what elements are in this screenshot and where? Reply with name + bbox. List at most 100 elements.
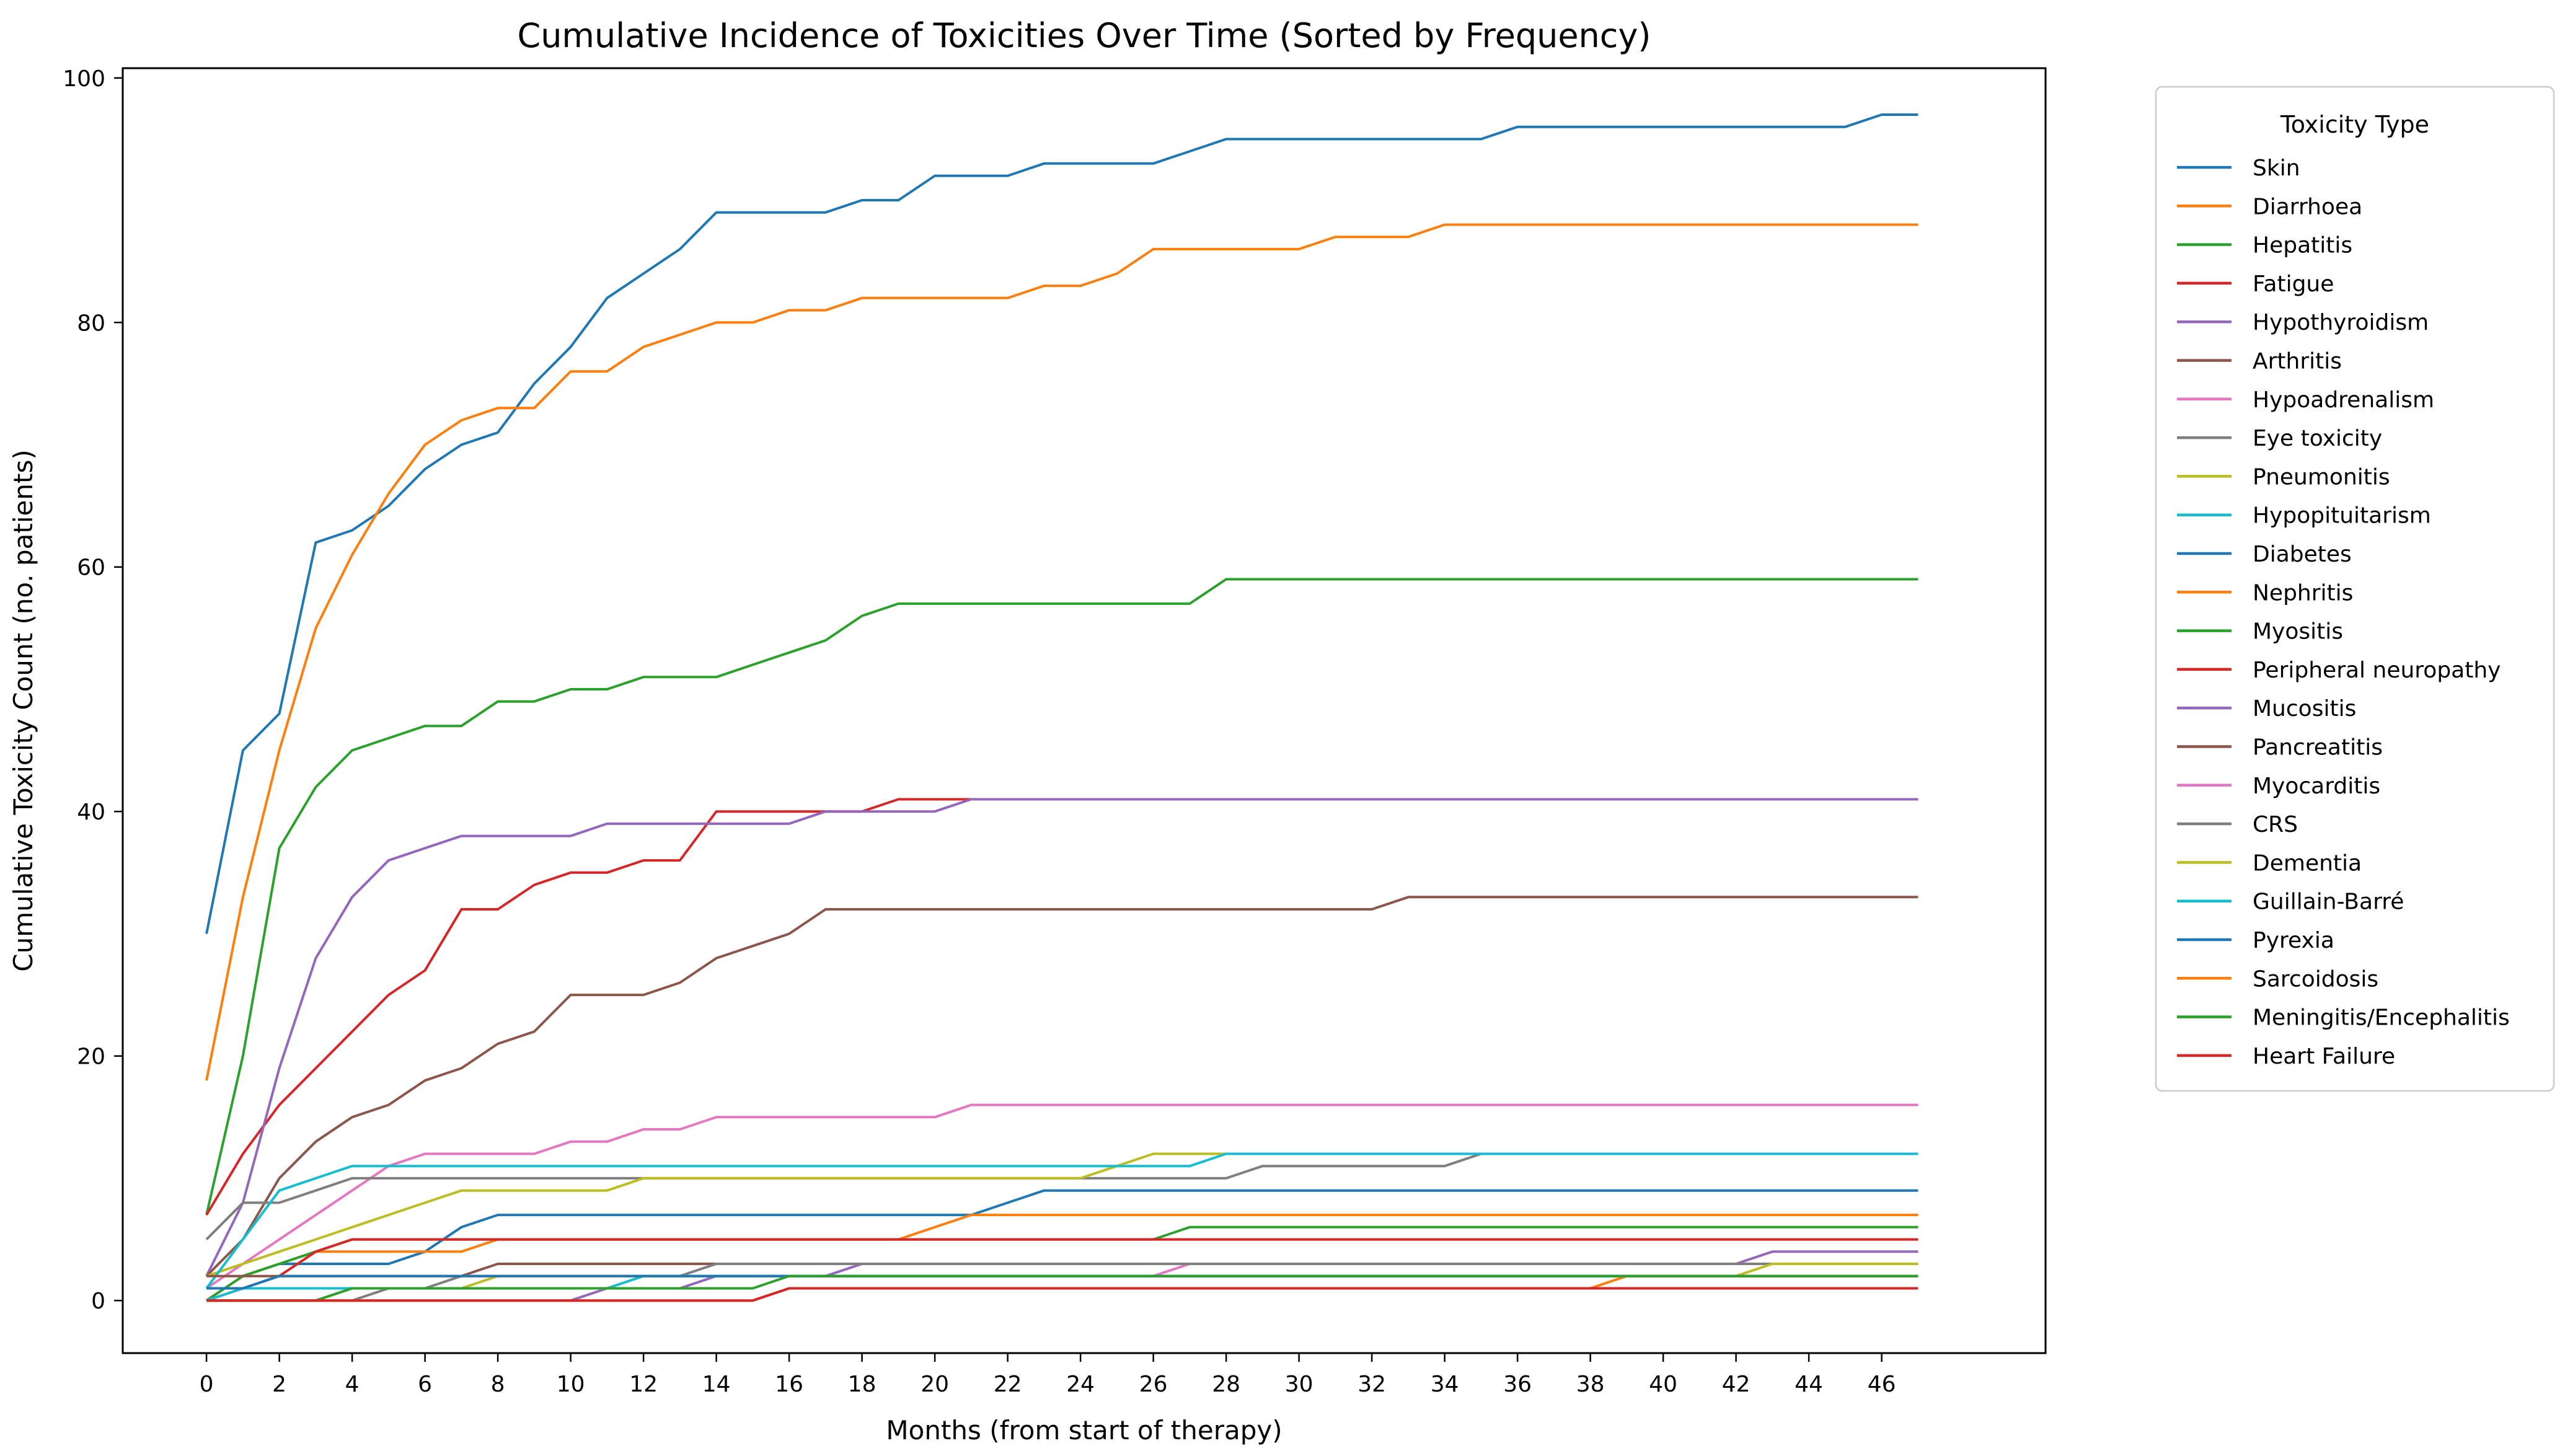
chart-title: Cumulative Incidence of Toxicities Over …	[518, 16, 1651, 55]
x-tick-label: 36	[1503, 1372, 1532, 1397]
legend-title: Toxicity Type	[2280, 111, 2429, 138]
x-tick-label: 10	[557, 1372, 585, 1397]
y-tick-label: 60	[77, 555, 105, 581]
legend-item: Hypoadrenalism	[2177, 387, 2434, 413]
y-tick-label: 40	[77, 800, 105, 825]
x-tick-label: 0	[200, 1372, 214, 1397]
x-tick-label: 14	[702, 1372, 731, 1397]
x-tick-label: 38	[1576, 1372, 1605, 1397]
legend-item: Pancreatitis	[2177, 735, 2383, 761]
legend-item: Hypothyroidism	[2177, 310, 2429, 335]
legend-item: Fatigue	[2177, 271, 2334, 297]
legend-item: Arthritis	[2177, 349, 2342, 374]
legend-label: Diabetes	[2253, 542, 2352, 567]
legend-item: Dementia	[2177, 850, 2362, 876]
legend-label: Peripheral neuropathy	[2253, 658, 2501, 683]
legend-label: Hypothyroidism	[2253, 310, 2429, 335]
legend-label: Fatigue	[2253, 271, 2334, 297]
x-tick-label: 16	[775, 1372, 803, 1397]
legend-label: Nephritis	[2253, 580, 2353, 606]
x-tick-label: 44	[1795, 1372, 1823, 1397]
x-tick-label: 18	[848, 1372, 876, 1397]
series-line-Skin	[205, 113, 1918, 934]
y-tick-label: 20	[77, 1044, 105, 1070]
series-line-Hepatitis	[205, 578, 1918, 1216]
y-axis: 0 20 40 60 80 100	[63, 66, 123, 1314]
legend-item: CRS	[2177, 812, 2298, 837]
x-axis: 0 2 4 6 8 10 12 14 16 18 20 22 24 26 28 30 32 34 36 38 40 42 4…	[200, 1353, 1896, 1397]
legend-item: Nephritis	[2177, 580, 2353, 606]
x-tick-label: 2	[272, 1372, 286, 1397]
legend-label: Pancreatitis	[2253, 735, 2383, 761]
legend-item: Pneumonitis	[2177, 464, 2390, 490]
legend-label: Hepatitis	[2253, 233, 2352, 258]
legend-label: CRS	[2253, 812, 2298, 837]
legend-item: Meningitis/Encephalitis	[2177, 1005, 2510, 1031]
legend-label: Hypoadrenalism	[2253, 387, 2434, 413]
x-tick-label: 22	[994, 1372, 1022, 1397]
legend-box	[2155, 86, 2555, 1092]
legend-item: Eye toxicity	[2177, 426, 2382, 451]
legend-label: Arthritis	[2253, 349, 2342, 374]
legend-label: Dementia	[2253, 850, 2362, 876]
legend-label: Eye toxicity	[2253, 426, 2382, 451]
plot-frame	[121, 67, 2047, 1354]
x-tick-label: 26	[1139, 1372, 1168, 1397]
x-tick-label: 28	[1212, 1372, 1240, 1397]
legend-label: Sarcoidosis	[2253, 966, 2378, 992]
legend-item: Peripheral neuropathy	[2177, 658, 2501, 683]
legend-label: Guillain-Barré	[2253, 889, 2404, 915]
x-tick-label: 24	[1066, 1372, 1095, 1397]
series-line-Heart Failure	[206, 1287, 1918, 1302]
legend-label: Skin	[2253, 156, 2300, 181]
x-tick-label: 6	[418, 1372, 432, 1397]
legend-item: Guillain-Barré	[2177, 889, 2404, 915]
legend-item: Hypopituitarism	[2177, 503, 2431, 529]
x-tick-label: 42	[1722, 1372, 1750, 1397]
legend-item: Sarcoidosis	[2177, 966, 2378, 992]
plot-area	[205, 113, 1918, 1302]
legend-item: Hepatitis	[2177, 233, 2352, 258]
series-line-Diabetes	[205, 1189, 1918, 1302]
y-tick-label: 0	[91, 1289, 105, 1314]
legend-item: Diarrhoea	[2177, 194, 2362, 219]
series-line-Meningitis/Encephalitis	[206, 1274, 1918, 1302]
legend-label: Mucositis	[2253, 696, 2356, 721]
y-tick-label: 100	[63, 66, 105, 92]
series-line-Peripheral neuropathy	[206, 1238, 1918, 1302]
legend-item: Pyrexia	[2177, 928, 2334, 953]
y-axis-label: Cumulative Toxicity Count (no. patients)	[8, 449, 38, 971]
legend-item: Heart Failure	[2177, 1044, 2395, 1069]
legend-item: Myocarditis	[2177, 774, 2380, 799]
series-line-Hypothyroidism	[205, 798, 1918, 1277]
series-line-Nephritis	[205, 1214, 1918, 1302]
x-tick-label: 12	[629, 1372, 658, 1397]
x-tick-label: 8	[491, 1372, 505, 1397]
legend: Toxicity Type Skin Diarrhoea Hepatitis Fatig…	[2155, 86, 2555, 1092]
x-tick-label: 20	[920, 1372, 949, 1397]
x-tick-label: 40	[1649, 1372, 1677, 1397]
legend-item: Myositis	[2177, 619, 2343, 645]
legend-item: Diabetes	[2177, 542, 2352, 567]
legend-label: Pyrexia	[2253, 928, 2334, 953]
x-axis-label: Months (from start of therapy)	[886, 1415, 1282, 1445]
x-tick-label: 46	[1868, 1372, 1896, 1397]
series-line-Hypopituitarism	[205, 1152, 1918, 1289]
legend-label: Diarrhoea	[2253, 194, 2362, 219]
legend-label: Myocarditis	[2253, 774, 2380, 799]
series-line-Arthritis	[205, 896, 1918, 1277]
y-tick-label: 80	[77, 311, 105, 336]
legend-label: Pneumonitis	[2253, 464, 2390, 490]
legend-label: Meningitis/Encephalitis	[2253, 1005, 2510, 1031]
legend-label: Myositis	[2253, 619, 2343, 645]
legend-label: Heart Failure	[2253, 1044, 2395, 1069]
series-line-Diarrhoea	[205, 223, 1918, 1081]
series-line-Hypoadrenalism	[205, 1103, 1918, 1290]
x-tick-label: 32	[1358, 1372, 1386, 1397]
x-tick-label: 4	[345, 1372, 360, 1397]
legend-item: Mucositis	[2177, 696, 2356, 721]
legend-label: Hypopituitarism	[2253, 503, 2431, 529]
